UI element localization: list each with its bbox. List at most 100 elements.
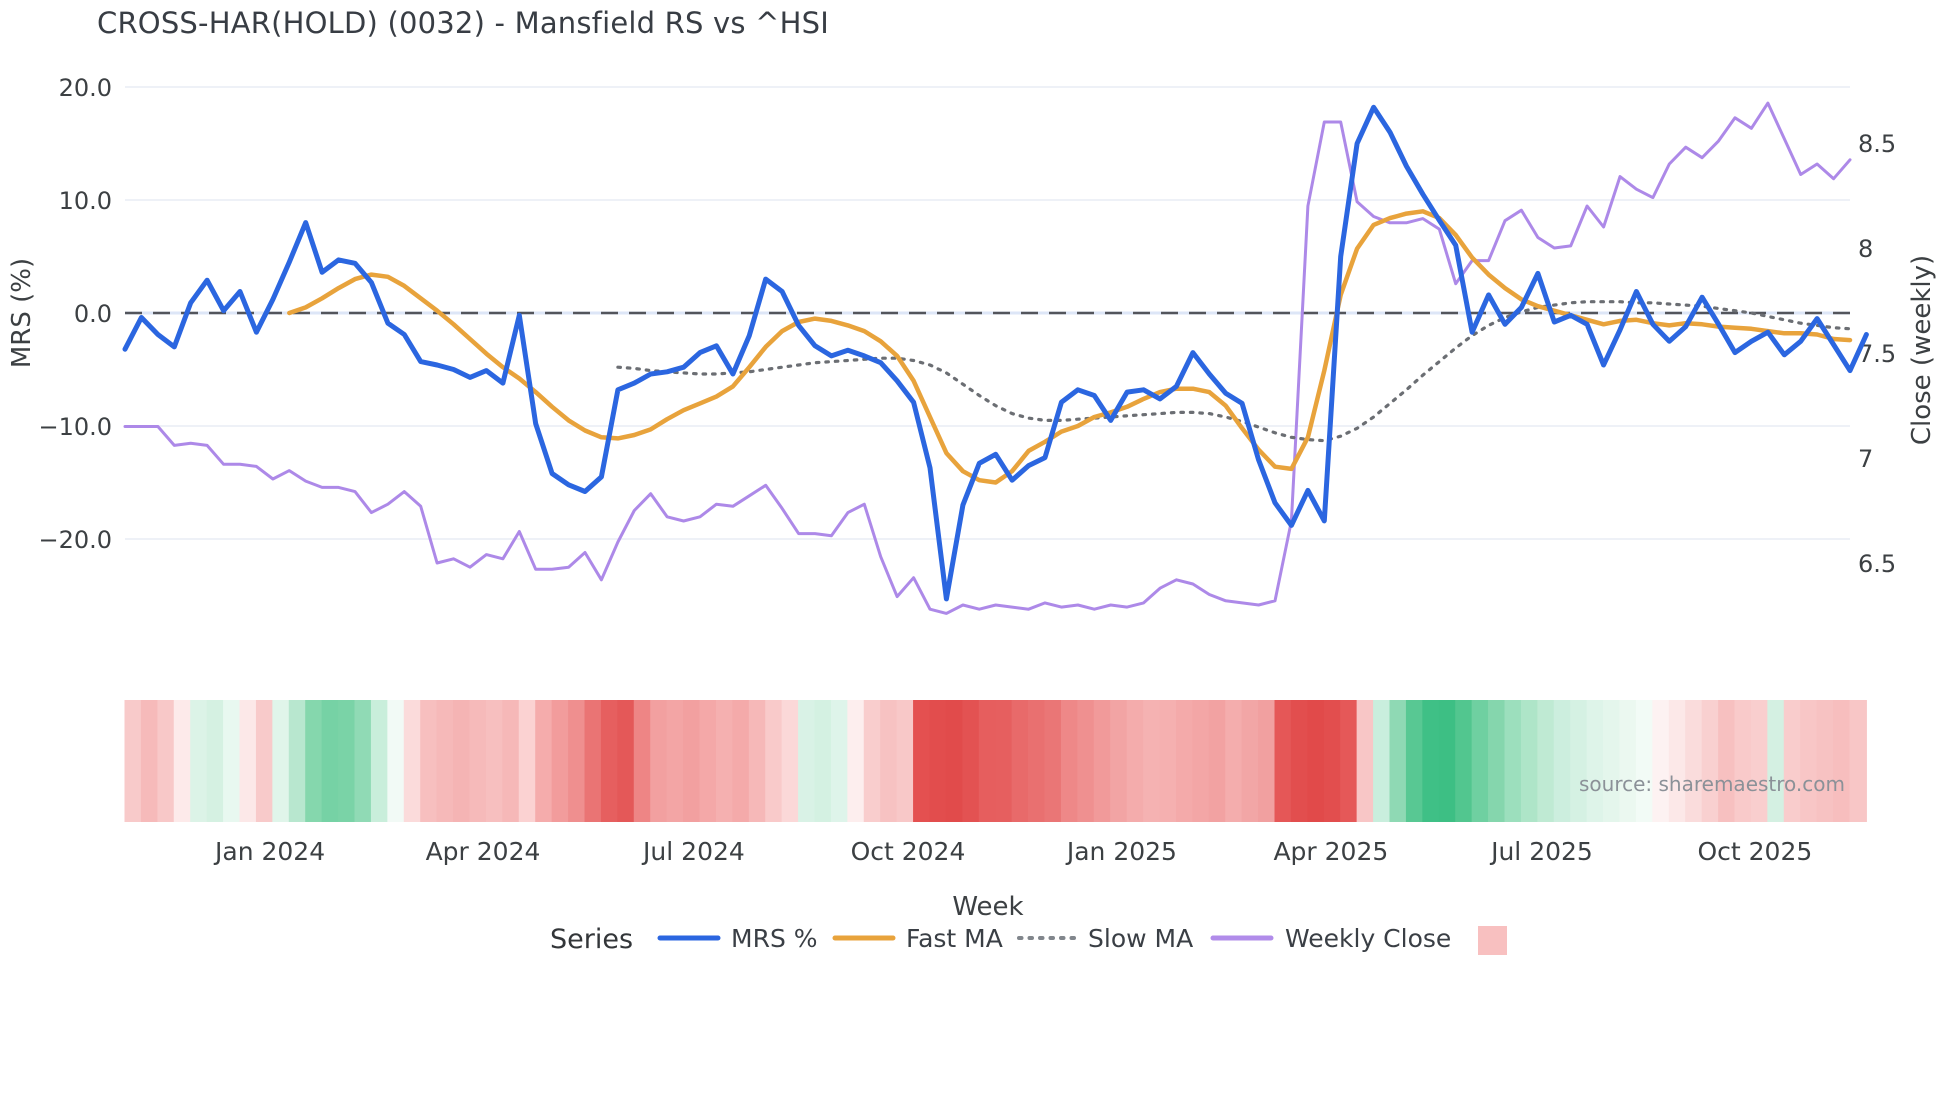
- heatmap-cell: [1110, 700, 1128, 822]
- heatmap-cell: [1718, 700, 1736, 822]
- series-mrs-line: [122, 104, 1869, 602]
- source-credit: source: sharemaestro.com: [1579, 772, 1845, 796]
- heatmap-cell: [338, 700, 356, 822]
- heatmap-cell: [715, 700, 734, 822]
- heatmap-cell: [239, 700, 257, 822]
- heatmap-cell: [650, 700, 668, 822]
- heatmap-cell: [732, 700, 750, 822]
- heatmap-cell: [1849, 700, 1867, 822]
- left-axis-tick-label: 20.0: [59, 74, 112, 102]
- heatmap-cell: [1734, 700, 1752, 822]
- heatmap-cell: [945, 700, 964, 822]
- x-axis-tick-label: Jan 2024: [213, 837, 325, 866]
- heatmap-cell: [1093, 700, 1112, 822]
- heatmap-cell: [1323, 700, 1342, 822]
- x-axis-tick-label: Oct 2024: [851, 837, 966, 866]
- heatmap-cell: [1274, 700, 1292, 822]
- heatmap-cell: [1307, 700, 1325, 822]
- heatmap-cell: [617, 700, 635, 822]
- heatmap-cell: [157, 700, 175, 822]
- heatmap-cell: [1668, 700, 1687, 822]
- right-axis-tick-label: 6.5: [1858, 550, 1896, 578]
- x-axis-tick-label: Oct 2025: [1697, 837, 1812, 866]
- legend-heatmap-swatch: [1478, 926, 1507, 955]
- heatmap-cell: [1225, 700, 1243, 822]
- heatmap-cell: [1208, 700, 1227, 822]
- heatmap-cell: [1455, 700, 1473, 822]
- heatmap-cell: [781, 700, 800, 822]
- x-axis-tick-label: Jul 2025: [1489, 837, 1593, 866]
- heatmap-cell: [1356, 700, 1375, 822]
- heatmap-cell: [140, 700, 159, 822]
- heatmap-cell: [1833, 700, 1851, 822]
- heatmap-cell: [223, 700, 241, 822]
- heatmap-cell: [206, 700, 225, 822]
- heatmap-cell: [584, 700, 602, 822]
- heatmap-cell: [354, 700, 372, 822]
- heatmap-cell: [1504, 700, 1522, 822]
- heatmap-cell: [1438, 700, 1457, 822]
- heatmap-cell: [288, 700, 307, 822]
- heatmap-cell: [1570, 700, 1588, 822]
- left-axis-tick-label: 10.0: [59, 187, 112, 215]
- heatmap-cell: [551, 700, 570, 822]
- heatmap-cell: [518, 700, 537, 822]
- heatmap-cell: [978, 700, 997, 822]
- heatmap-cell: [1389, 700, 1407, 822]
- heatmap-cell: [1241, 700, 1260, 822]
- right-axis-tick-label: 8.5: [1858, 130, 1896, 158]
- heatmap-cell: [485, 700, 504, 822]
- heatmap-cell: [683, 700, 701, 822]
- heatmap-cell: [1586, 700, 1605, 822]
- heatmap-cell: [568, 700, 586, 822]
- heatmap-cell: [1422, 700, 1440, 822]
- heatmap-cell: [1373, 700, 1391, 822]
- heatmap-cell: [1767, 700, 1785, 822]
- heatmap-cell: [1471, 700, 1490, 822]
- legend-item-label: Fast MA: [906, 924, 1003, 953]
- heatmap-cell: [403, 700, 422, 822]
- heatmap-cell: [1028, 700, 1046, 822]
- heatmap-cell: [436, 700, 455, 822]
- heatmap-cell: [863, 700, 882, 822]
- heatmap-cell: [272, 700, 290, 822]
- heatmap-cell: [535, 700, 553, 822]
- right-axis-tick-label: 7: [1858, 445, 1873, 473]
- heatmap-cell: [1175, 700, 1194, 822]
- heatmap-cell: [1603, 700, 1621, 822]
- heatmap-cell: [469, 700, 487, 822]
- heatmap-cell: [1488, 700, 1506, 822]
- heatmap-cell: [798, 700, 816, 822]
- heatmap-cell: [633, 700, 652, 822]
- heatmap-cell: [995, 700, 1013, 822]
- heatmap-cell: [913, 700, 931, 822]
- legend-item-label: MRS %: [731, 924, 818, 953]
- legend-item-label: Slow MA: [1088, 924, 1193, 953]
- left-axis-tick-label: 0.0: [74, 300, 112, 328]
- left-axis-tick-label: −10.0: [38, 413, 112, 441]
- heatmap-cell: [1143, 700, 1161, 822]
- heatmap-cell: [1619, 700, 1637, 822]
- heatmap-cell: [1340, 700, 1358, 822]
- x-axis-tick-label: Apr 2025: [1273, 837, 1388, 866]
- heatmap-cell: [1783, 700, 1802, 822]
- heatmap-cell: [765, 700, 783, 822]
- x-axis-tick-label: Jan 2025: [1065, 837, 1177, 866]
- heatmap-cell: [1816, 700, 1835, 822]
- page-title: CROSS-HAR(HOLD) (0032) - Mansfield RS vs…: [97, 6, 830, 40]
- heatmap-cell: [1060, 700, 1079, 822]
- series-weekly-close-line: [123, 101, 1852, 615]
- heatmap-cell: [1044, 700, 1062, 822]
- heatmap-cell: [1537, 700, 1555, 822]
- heatmap-cell: [1126, 700, 1145, 822]
- heatmap-cell: [1750, 700, 1769, 822]
- heatmap-cell: [880, 700, 898, 822]
- heatmap-cell: [502, 700, 520, 822]
- heatmap-cell: [600, 700, 619, 822]
- heatmap-cell: [1635, 700, 1654, 822]
- heatmap-cell: [1159, 700, 1177, 822]
- heatmap-cell: [814, 700, 832, 822]
- heatmap-cell: [666, 700, 685, 822]
